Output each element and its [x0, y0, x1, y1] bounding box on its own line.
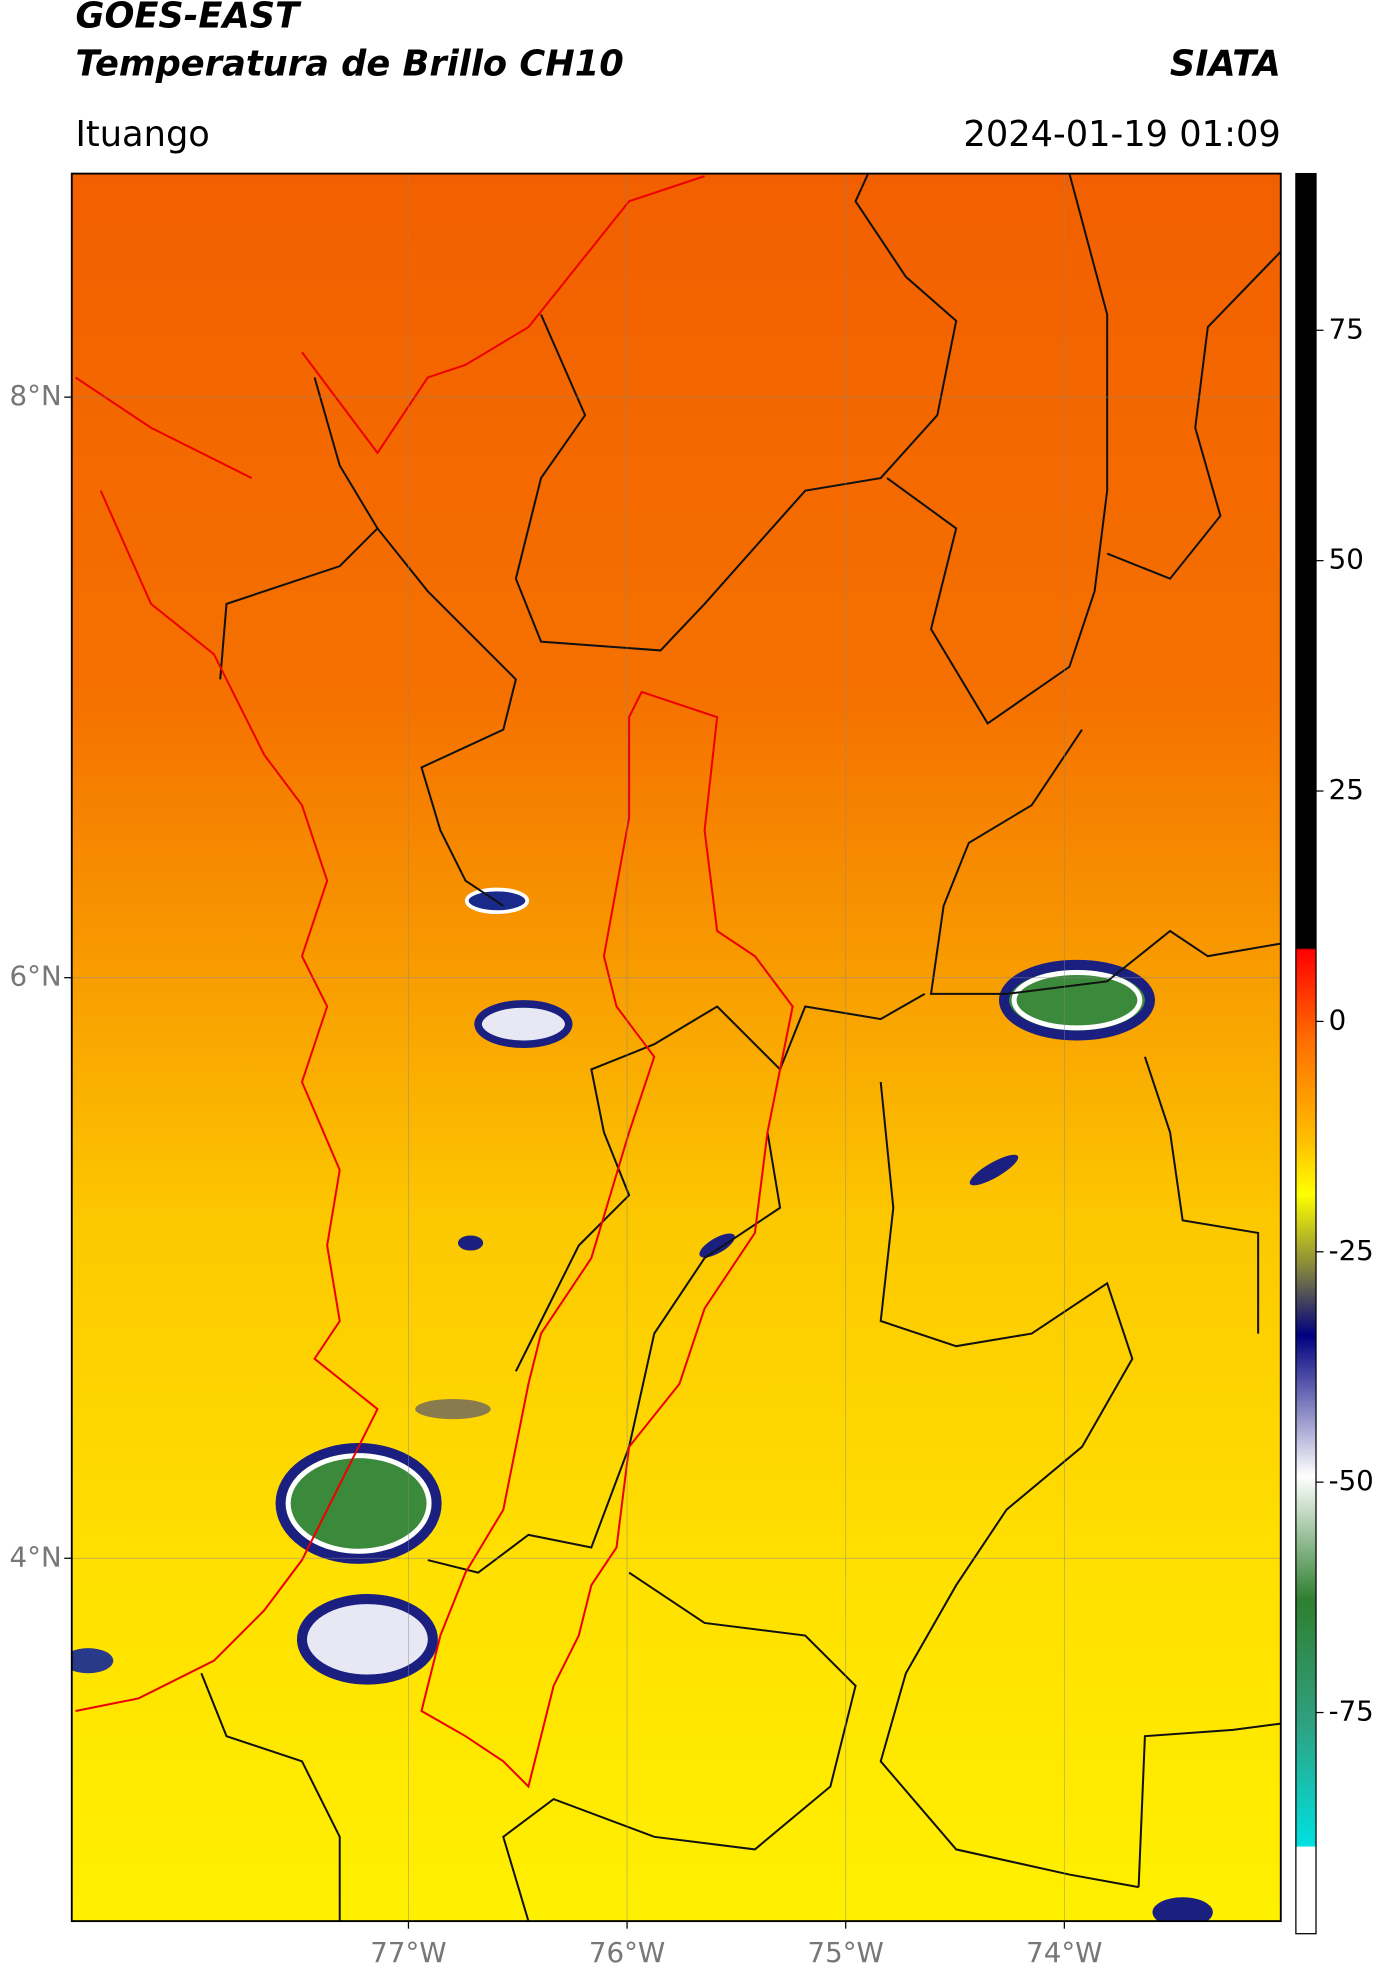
title: GOES-EAST [76, 0, 303, 37]
lat-tick-label: 8°N [10, 379, 62, 412]
lon-tick-label: 77°W [370, 1936, 446, 1969]
temperature-field [71, 173, 1281, 1922]
lon-tick-label: 74°W [1026, 1936, 1102, 1969]
colorbar-tick-label: 75 [1329, 312, 1364, 345]
colorbar-tick-label: 50 [1329, 543, 1364, 576]
colorbar-tick-label: -75 [1329, 1695, 1374, 1728]
lat-tick-label: 6°N [10, 960, 62, 993]
lat-tick-label: 4°N [10, 1540, 62, 1573]
graticule [71, 173, 1281, 1922]
location: Ituango [76, 114, 210, 155]
subtitle: Temperatura de Brillo CH10 [76, 43, 624, 84]
coast-and-basin [74, 175, 794, 1789]
colorbar-tick-label: -50 [1329, 1464, 1374, 1497]
colorbar-tick-label: 0 [1329, 1003, 1347, 1036]
source: SIATA [1170, 43, 1281, 84]
map-frame [70, 172, 1282, 1923]
map-area [71, 173, 1281, 1922]
colorbar [1295, 172, 1317, 1935]
lon-tick-label: 76°W [589, 1936, 665, 1969]
cloud-cells [71, 887, 1213, 1922]
datetime: 2024-01-19 01:09 [963, 114, 1280, 155]
colorbar-tick-label: 25 [1329, 773, 1364, 806]
colorbar-tick-label: -25 [1329, 1234, 1374, 1267]
lon-tick-label: 75°W [808, 1936, 884, 1969]
